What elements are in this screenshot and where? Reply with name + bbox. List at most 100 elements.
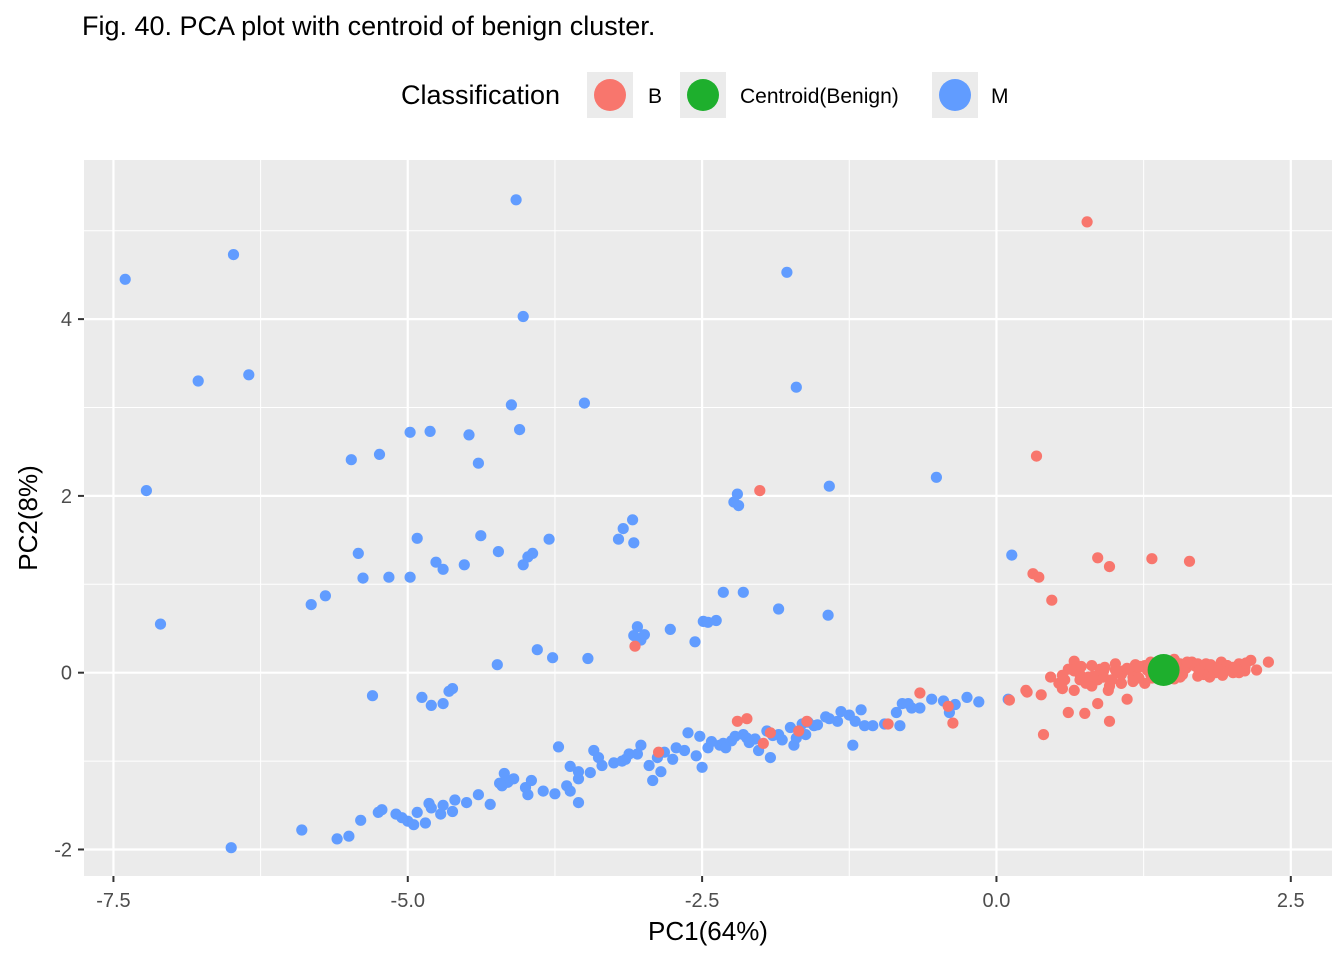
x-axis: -7.5 -5.0 -2.5 0.0 2.5 xyxy=(96,876,1305,912)
point-m xyxy=(743,736,755,749)
point-b xyxy=(629,640,641,652)
point-b xyxy=(1121,693,1133,705)
point-b xyxy=(1003,694,1016,706)
point-m xyxy=(345,454,357,466)
point-b xyxy=(942,700,954,712)
point-b xyxy=(1216,669,1229,681)
point-b xyxy=(1092,552,1104,564)
point-m xyxy=(525,774,538,787)
point-m xyxy=(437,698,449,710)
point-m xyxy=(376,804,388,816)
point-b xyxy=(1181,656,1193,668)
point-m xyxy=(670,742,682,754)
point-m xyxy=(227,249,240,261)
point-m xyxy=(628,537,640,549)
point-m xyxy=(547,652,559,664)
point-m xyxy=(446,805,459,818)
point-m xyxy=(411,806,423,819)
point-m xyxy=(914,702,926,714)
point-m xyxy=(894,720,906,732)
point-b xyxy=(1099,661,1111,674)
x-tick-label: -2.5 xyxy=(685,890,719,912)
point-m xyxy=(1006,549,1018,561)
point-m xyxy=(655,766,667,778)
point-m xyxy=(352,547,364,560)
point-b xyxy=(1068,684,1080,697)
point-m xyxy=(612,533,625,545)
x-tick-label: -5.0 xyxy=(391,890,425,912)
point-m xyxy=(616,755,628,767)
chart-title: Fig. 40. PCA plot with centroid of benig… xyxy=(82,11,655,41)
legend-label-centroid: Centroid(Benign) xyxy=(740,85,899,108)
point-b xyxy=(1075,660,1087,673)
point-m xyxy=(631,621,644,633)
y-tick-label: 4 xyxy=(61,309,72,331)
point-m xyxy=(811,719,824,731)
point-m xyxy=(973,696,985,708)
point-m xyxy=(192,375,204,387)
point-m xyxy=(419,817,431,829)
point-m xyxy=(764,752,777,764)
point-m xyxy=(584,767,596,779)
point-m xyxy=(690,750,702,762)
minor-gridlines xyxy=(84,160,1332,876)
point-m xyxy=(835,706,847,718)
point-m xyxy=(906,702,918,714)
point-b xyxy=(1122,663,1134,675)
legend-key-b xyxy=(594,79,626,111)
point-m xyxy=(710,614,722,627)
point-m xyxy=(472,457,484,469)
point-b xyxy=(1033,571,1045,583)
point-m xyxy=(773,603,785,615)
point-m xyxy=(508,773,520,785)
point-m xyxy=(643,759,655,772)
point-m xyxy=(737,586,749,598)
legend-label-m: M xyxy=(991,85,1009,108)
point-b xyxy=(947,717,959,729)
point-m xyxy=(408,819,420,831)
point-b xyxy=(764,727,777,739)
point-m xyxy=(682,727,694,739)
point-m xyxy=(458,559,470,571)
point-b xyxy=(1037,729,1050,741)
x-tick-label: 0.0 xyxy=(983,890,1011,912)
point-m xyxy=(416,691,428,704)
point-m xyxy=(578,397,591,409)
point-m xyxy=(430,556,442,568)
point-m xyxy=(411,532,423,544)
point-m xyxy=(729,730,741,742)
x-tick-label: -7.5 xyxy=(96,890,130,912)
point-m xyxy=(437,563,449,575)
point-m xyxy=(592,752,605,764)
point-b xyxy=(1176,668,1189,681)
y-axis: -2 0 2 4 xyxy=(54,309,84,861)
point-m xyxy=(449,794,461,806)
point-b xyxy=(1115,677,1127,689)
point-b xyxy=(754,485,766,497)
point-b xyxy=(1021,686,1033,698)
point-m xyxy=(790,381,802,393)
point-m xyxy=(696,761,708,773)
point-m xyxy=(437,799,449,811)
point-b xyxy=(1045,671,1057,683)
point-m xyxy=(823,713,835,725)
point-b xyxy=(1092,698,1104,710)
point-m xyxy=(823,480,835,492)
point-m xyxy=(494,777,506,789)
point-m xyxy=(404,571,416,583)
point-m xyxy=(463,429,475,441)
point-b xyxy=(1240,657,1252,669)
point-b xyxy=(1127,675,1139,688)
point-m xyxy=(582,652,594,665)
point-b xyxy=(653,746,665,758)
series-centroid-points xyxy=(1147,654,1180,686)
point-m xyxy=(517,310,529,323)
point-m xyxy=(505,399,517,411)
point-b xyxy=(1081,216,1093,228)
point-m xyxy=(243,369,255,381)
point-m xyxy=(647,774,659,787)
point-m xyxy=(896,698,908,710)
point-m xyxy=(355,814,367,826)
point-m xyxy=(423,797,435,810)
point-b xyxy=(1087,670,1099,682)
